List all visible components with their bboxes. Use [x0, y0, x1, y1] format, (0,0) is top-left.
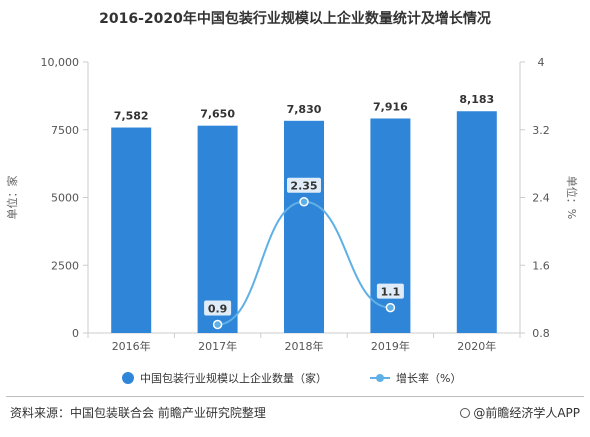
left-tick-label: 5000 — [51, 192, 79, 205]
growth-data-label: 2.35 — [290, 180, 317, 193]
growth-label-bg — [376, 283, 404, 299]
growth-label-bg — [287, 177, 321, 193]
left-tick-label: 10,000 — [41, 56, 80, 69]
growth-point — [385, 302, 396, 313]
left-tick-label: 0 — [72, 327, 79, 340]
brand-text: @前瞻经济学人APP — [473, 406, 580, 420]
growth-label-bg — [204, 300, 232, 316]
growth-data-label: 0.9 — [208, 303, 228, 316]
bar — [197, 125, 238, 333]
bar-data-label: 7,830 — [287, 103, 322, 116]
x-tick-label: 2019年 — [371, 339, 410, 353]
brand-logo-icon — [460, 408, 471, 418]
legend-line-label: 增长率（%） — [396, 371, 461, 385]
growth-data-label: 1.1 — [381, 286, 401, 299]
x-tick-label: 2020年 — [457, 339, 496, 353]
right-tick-label: 1.6 — [532, 259, 550, 272]
legend-bar-marker — [122, 372, 134, 384]
legend-bar-label: 中国包装行业规模以上企业数量（家） — [140, 371, 327, 385]
right-tick-label: 0.8 — [532, 327, 550, 340]
left-tick-label: 7500 — [51, 124, 79, 137]
footer-divider — [6, 396, 584, 397]
bar-data-label: 7,582 — [114, 110, 149, 123]
bar-data-label: 7,650 — [200, 108, 235, 121]
bar — [370, 118, 411, 333]
growth-point — [299, 196, 309, 207]
bar — [111, 127, 152, 333]
left-axis-title: 单位：家 — [5, 176, 19, 220]
right-tick-label: 3.2 — [532, 124, 550, 137]
x-tick-label: 2016年 — [112, 339, 151, 353]
bar-data-label: 7,916 — [373, 100, 408, 113]
brand-credit: @前瞻经济学人APP — [460, 404, 580, 421]
right-tick-label: 4 — [538, 56, 545, 69]
source-note: 资料来源：中国包装联合会 前瞻产业研究院整理 — [10, 406, 266, 420]
growth-point — [212, 319, 223, 330]
x-tick-label: 2017年 — [198, 339, 237, 353]
chart-title: 2016-2020年中国包装行业规模以上企业数量统计及增长情况 — [99, 11, 491, 27]
x-tick-label: 2018年 — [285, 339, 324, 353]
bar — [284, 120, 324, 333]
bar — [456, 111, 497, 334]
right-axis-title: 单位：% — [565, 176, 579, 219]
left-tick-label: 2500 — [51, 259, 79, 272]
bar-data-label: 8,183 — [459, 93, 494, 106]
right-tick-label: 2.4 — [532, 192, 550, 205]
legend-line-dot — [376, 374, 384, 382]
